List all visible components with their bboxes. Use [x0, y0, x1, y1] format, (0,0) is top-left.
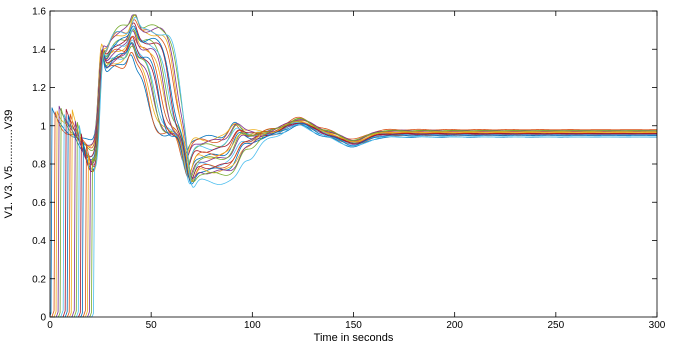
axis-ticks: 0 50 100 150 200 250 300 0 0.2 0.4 0.6 0.8 1 1.2 1.4 1.…: [32, 7, 666, 332]
x-tick-label: 0: [47, 320, 53, 331]
x-tick-label: 300: [649, 320, 666, 331]
y-tick-label: 0: [40, 313, 46, 324]
series-group: [49, 14, 658, 318]
y-tick-label: 0.8: [32, 160, 46, 171]
series-line: [50, 29, 658, 318]
y-tick-label: 0.6: [32, 198, 46, 209]
x-tick-label: 250: [547, 320, 564, 331]
x-tick-label: 200: [446, 320, 463, 331]
x-axis-label: Time in seconds: [314, 332, 394, 344]
y-tick-label: 1.2: [32, 83, 46, 94]
y-tick-label: 1.6: [32, 7, 46, 18]
x-tick-label: 50: [146, 320, 158, 331]
series-line: [50, 22, 658, 318]
x-tick-label: 150: [345, 320, 362, 331]
series-line: [50, 14, 658, 318]
y-axis-label: V1. V3. V5............V39: [3, 110, 15, 219]
series-line: [50, 16, 658, 318]
y-tick-label: 0.2: [32, 274, 46, 285]
y-tick-label: 1.4: [32, 45, 46, 56]
x-tick-label: 100: [244, 320, 261, 331]
y-tick-label: 1: [40, 121, 46, 132]
y-tick-label: 0.4: [32, 236, 46, 247]
